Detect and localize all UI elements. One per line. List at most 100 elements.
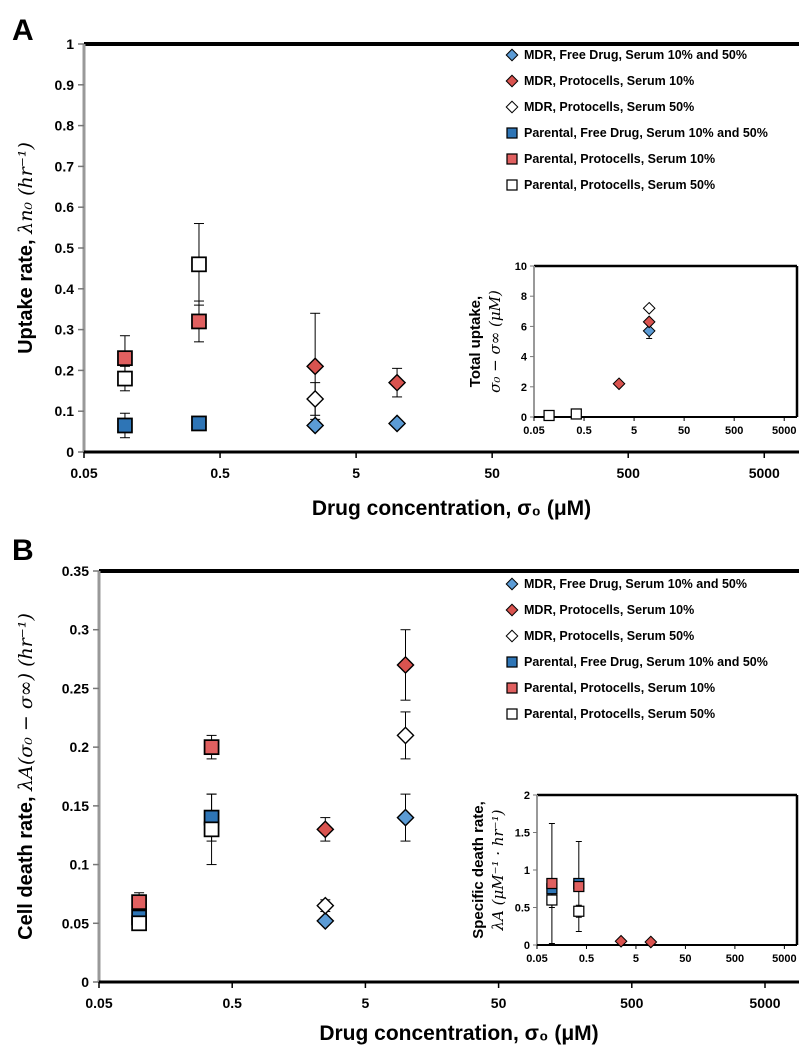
series-5-point-0 xyxy=(131,915,147,932)
inset-x-tick-label: 0.05 xyxy=(526,953,547,965)
legend-label-2: MDR, Protocells, Serum 50% xyxy=(524,100,694,114)
legend-label-1: MDR, Protocells, Serum 10% xyxy=(524,603,694,617)
legend-label-5: Parental, Protocells, Serum 50% xyxy=(524,707,715,721)
y-tick-label: 0.2 xyxy=(55,362,75,378)
x-tick-label: 500 xyxy=(620,995,644,1011)
inset-point-7 xyxy=(644,935,658,949)
series-1-point-1 xyxy=(396,655,415,674)
legend-marker-3 xyxy=(506,127,518,139)
legend-label-2: MDR, Protocells, Serum 50% xyxy=(524,629,694,643)
series-2-point-0 xyxy=(306,389,325,408)
inset-point-2 xyxy=(612,377,626,391)
inset-x-tick-label: 50 xyxy=(678,425,690,437)
legend-label-1: MDR, Protocells, Serum 10% xyxy=(524,74,694,88)
inset-y-tick-label: 0 xyxy=(521,412,527,424)
inset-background xyxy=(537,795,797,945)
series-0-point-1 xyxy=(388,414,407,433)
y-tick-label: 0.05 xyxy=(62,915,89,931)
y-tick-label: 1 xyxy=(66,36,74,52)
x-tick-label: 5 xyxy=(352,465,360,481)
y-tick-label: 0.8 xyxy=(55,118,75,134)
panel-b-x-axis-label: Drug concentration, σ₀ (μM) xyxy=(319,1022,598,1045)
x-tick-label: 50 xyxy=(484,465,500,481)
inset-y-tick-label: 8 xyxy=(521,291,527,303)
panel-a-legend: MDR, Free Drug, Serum 10% and 50% MDR, Pr… xyxy=(505,48,768,192)
y-tick-label: 0.4 xyxy=(55,281,75,297)
panel-b-legend: MDR, Free Drug, Serum 10% and 50% MDR, Pr… xyxy=(505,577,768,721)
y-tick-label: 0.9 xyxy=(55,77,75,93)
inset-y-tick-label: 10 xyxy=(515,261,527,273)
panel-b-inset: 0 0.5 1 1.5 2 0.05 0.5 5 50 500 5000 Specific death… xyxy=(470,790,799,965)
legend-label-0: MDR, Free Drug, Serum 10% and 50% xyxy=(524,48,747,62)
x-tick-label: 500 xyxy=(617,465,641,481)
series-5-point-1 xyxy=(203,821,220,838)
inset-y-axis-label-text: Total uptake, xyxy=(467,296,484,387)
inset-x-tick-label: 5 xyxy=(631,425,637,437)
panel-a-y-axis-label: Uptake rate, λn₀ (hr⁻¹) xyxy=(15,142,37,354)
y-tick-label: 0.7 xyxy=(55,158,75,174)
series-4-point-1 xyxy=(203,739,220,756)
series-0-point-1 xyxy=(396,808,415,827)
legend-label-3: Parental, Free Drug, Serum 10% and 50% xyxy=(524,655,768,669)
inset-x-tick-label: 0.5 xyxy=(576,425,591,437)
inset-y-tick-label: 4 xyxy=(521,352,528,364)
x-tick-label: 5000 xyxy=(749,995,780,1011)
inset-x-tick-label: 500 xyxy=(725,425,743,437)
inset-y-tick-label: 2 xyxy=(524,790,530,802)
inset-y-axis-label-text: Specific death rate, xyxy=(470,801,487,939)
legend-marker-5 xyxy=(506,179,518,191)
legend-label-3: Parental, Free Drug, Serum 10% and 50% xyxy=(524,126,768,140)
series-2-point-1 xyxy=(396,726,415,745)
series-5-point-0 xyxy=(117,370,133,387)
inset-y-tick-label: 0.5 xyxy=(515,903,530,915)
inset-y-axis-label-math: λA (μM⁻¹ · hr⁻¹) xyxy=(489,809,507,931)
inset-x-tick-label: 50 xyxy=(679,953,691,965)
inset-x-tick-label: 500 xyxy=(726,953,744,965)
series-1-point-0 xyxy=(316,820,335,839)
inset-point-5 xyxy=(642,315,656,329)
y-tick-label: 0.5 xyxy=(55,240,75,256)
legend-marker-0 xyxy=(505,577,519,591)
legend-label-5: Parental, Protocells, Serum 50% xyxy=(524,178,715,192)
inset-x-tick-label: 0.5 xyxy=(579,953,594,965)
panel-letter-b: B xyxy=(12,534,34,567)
inset-y-tick-label: 6 xyxy=(521,321,527,333)
y-axis-label-text: Cell death rate, xyxy=(15,791,37,940)
y-tick-label: 0 xyxy=(81,974,89,990)
legend-marker-1 xyxy=(505,603,519,617)
legend-marker-3 xyxy=(506,656,518,668)
inset-background xyxy=(534,266,797,417)
legend-label-4: Parental, Protocells, Serum 10% xyxy=(524,152,715,166)
series-3-point-1 xyxy=(191,415,207,432)
y-tick-label: 0.2 xyxy=(70,739,90,755)
series-4-point-0 xyxy=(117,350,133,367)
y-axis-label-math: λA(σ₀ − σ∞) (hr⁻¹) xyxy=(15,613,37,792)
y-tick-label: 0.25 xyxy=(62,680,89,696)
inset-x-tick-label: 5 xyxy=(633,953,639,965)
inset-y-tick-label: 0 xyxy=(524,940,530,952)
panel-letter-a: A xyxy=(12,14,34,47)
legend-marker-0 xyxy=(505,48,519,62)
series-0-point-0 xyxy=(316,911,335,930)
inset-x-tick-label: 5000 xyxy=(772,425,796,437)
x-tick-label: 0.5 xyxy=(222,995,242,1011)
series-3-point-0 xyxy=(117,417,133,434)
inset-y-tick-label: 1 xyxy=(524,865,530,877)
inset-point-1 xyxy=(570,408,582,420)
y-tick-label: 0.3 xyxy=(55,322,75,338)
series-1-point-1 xyxy=(388,373,407,392)
legend-marker-2 xyxy=(505,100,519,114)
panel-b-y-axis-label: Cell death rate, λA(σ₀ − σ∞) (hr⁻¹) xyxy=(15,613,37,940)
panel-a-x-axis-label: Drug concentration, σ₀ (μM) xyxy=(312,497,591,520)
x-tick-label: 0.05 xyxy=(85,995,112,1011)
inset-x-tick-label: 0.05 xyxy=(523,425,544,437)
inset-point-5 xyxy=(573,880,585,893)
legend-marker-4 xyxy=(506,153,518,165)
panel-a-inset: 0 2 4 6 8 10 0.05 0.5 5 50 500 5000 Total uptake, σ₀ … xyxy=(467,261,799,437)
series-4-point-0 xyxy=(131,894,147,911)
series-2-point-0 xyxy=(316,896,335,915)
inset-point-3 xyxy=(642,301,656,315)
y-tick-label: 0.1 xyxy=(55,403,75,419)
y-tick-label: 0.6 xyxy=(55,199,75,215)
